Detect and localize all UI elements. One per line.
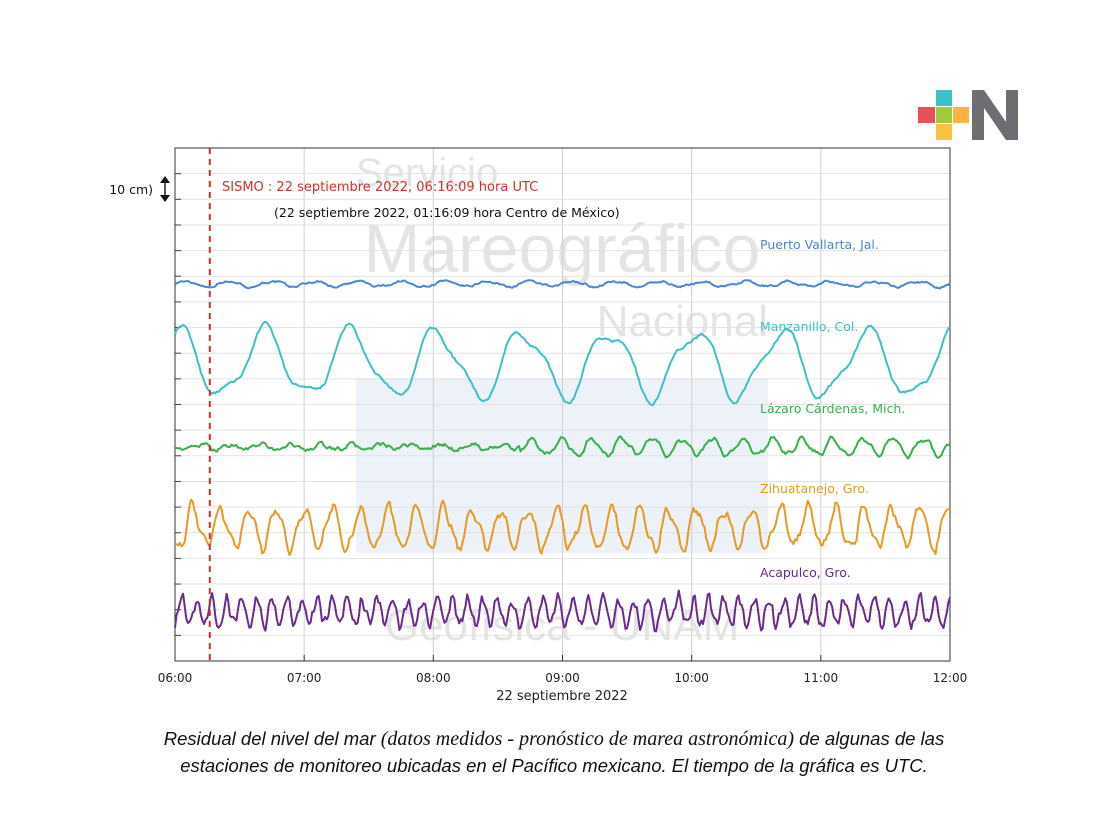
x-tick-label: 06:00	[158, 671, 193, 685]
earthquake-event: SISMO : 22 septiembre 2022, 06:16:09 hor…	[208, 148, 620, 661]
series-line-4	[174, 589, 951, 633]
scale-arrow-up-icon	[160, 176, 170, 183]
event-sublabel: (22 septiembre 2022, 01:16:09 hora Centr…	[274, 205, 620, 220]
x-axis: 06:00 07:00 08:00 09:00 10:00 11:00 12:00	[158, 655, 968, 685]
series-label-1: Manzanillo, Col.	[760, 319, 858, 334]
grid	[174, 148, 951, 661]
x-tick-label: 12:00	[933, 671, 968, 685]
series-label-4: Acapulco, Gro.	[760, 565, 851, 580]
series-line-1	[174, 320, 951, 407]
x-tick-label: 09:00	[545, 671, 580, 685]
watermark-text: Nacional	[597, 297, 768, 346]
watermark-text: Servicio	[356, 151, 498, 195]
series-label-2: Lázaro Cárdenas, Mich.	[760, 401, 905, 416]
scale-bar-label: 10 cm)	[109, 182, 153, 197]
series-labels: Puerto Vallarta, Jal. Manzanillo, Col. Láz…	[760, 237, 905, 580]
caption-part-b: (datos medidos - pronóstico de marea ast…	[380, 728, 795, 750]
series-line-0	[174, 279, 951, 290]
caption-part-a: Residual del nivel del mar	[163, 728, 381, 749]
x-tick-label: 11:00	[804, 671, 839, 685]
caption-line-2: estaciones de monitoreo ubicadas en el P…	[180, 755, 928, 776]
x-tick-label: 10:00	[674, 671, 709, 685]
event-label: SISMO : 22 septiembre 2022, 06:16:09 hor…	[222, 180, 538, 195]
series-line-3	[174, 498, 951, 557]
x-axis-label: 22 septiembre 2022	[496, 689, 628, 704]
scale-bar: 10 cm)	[109, 176, 170, 202]
x-tick-label: 07:00	[287, 671, 322, 685]
series-label-3: Zihuatanejo, Gro.	[760, 481, 869, 496]
series-line-2	[174, 435, 951, 460]
scale-arrow-down-icon	[160, 195, 170, 202]
series-label-0: Puerto Vallarta, Jal.	[760, 237, 879, 252]
logo-icon	[918, 90, 1018, 140]
caption-part-c: de algunas de las	[794, 728, 945, 749]
series-group	[174, 279, 951, 633]
caption-line-1: Residual del nivel del mar (datos medido…	[0, 725, 1108, 753]
x-tick-label: 08:00	[416, 671, 451, 685]
